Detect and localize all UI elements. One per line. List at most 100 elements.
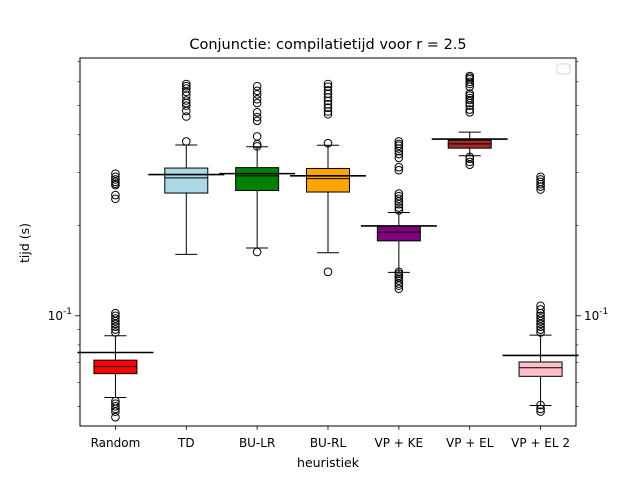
x-tick-label: VP + EL (446, 436, 494, 450)
outlier-point (323, 109, 333, 119)
outlier-point (111, 328, 120, 337)
outlier-point (252, 132, 262, 141)
x-axis-label: heuristiek (297, 455, 360, 470)
outlier-point (181, 91, 191, 100)
outlier-point (252, 116, 262, 126)
outlier-point (536, 400, 545, 410)
outlier-point (252, 86, 262, 96)
outlier-point (394, 149, 404, 159)
outlier-point (465, 105, 475, 114)
x-tick-label: VP + EL 2 (511, 436, 570, 450)
iqr-box (376, 225, 421, 242)
outlier-point (394, 137, 404, 146)
outlier-point (181, 79, 191, 89)
outlier-point (394, 197, 404, 206)
outlier-point (465, 71, 475, 81)
outlier-point (252, 142, 262, 151)
outlier-point (394, 144, 404, 153)
legend-box (556, 63, 571, 75)
box-group-bu-lr (219, 81, 296, 257)
outlier-point (536, 182, 545, 191)
outlier-point (252, 112, 262, 122)
box-group-random (77, 169, 154, 422)
outlier-point (323, 138, 333, 148)
outlier-point (111, 194, 120, 204)
outlier-point (252, 98, 262, 108)
outlier-point (181, 81, 191, 91)
outlier-point (536, 175, 545, 184)
x-tick-label: TD (177, 436, 195, 450)
iqr-box (306, 167, 350, 193)
outlier-point (536, 407, 545, 416)
outlier-point (394, 165, 404, 175)
iqr-box (164, 167, 209, 194)
outlier-point (394, 279, 404, 288)
outlier-point (323, 82, 333, 91)
outlier-point (394, 162, 404, 172)
box-group-bu-rl (290, 79, 366, 277)
outlier-point (536, 325, 545, 334)
outlier-point (536, 185, 545, 194)
outlier-point (111, 172, 120, 182)
x-tick-label: VP + KE (375, 436, 424, 450)
outlier-point (323, 79, 333, 89)
outlier-point (111, 169, 120, 178)
outlier-point (394, 276, 404, 285)
outlier-point (394, 199, 404, 209)
outlier-point (465, 160, 475, 170)
outlier-point (394, 281, 404, 290)
box-group-vp-ke (360, 137, 437, 294)
outlier-point (536, 316, 545, 326)
box-group-vp-el (431, 71, 508, 170)
outlier-point (111, 404, 120, 414)
outlier-point (111, 319, 120, 329)
outlier-point (252, 81, 262, 91)
outlier-point (465, 108, 475, 117)
outlier-point (536, 314, 545, 323)
outlier-point (465, 77, 475, 87)
outlier-point (394, 194, 404, 204)
outlier-point (323, 100, 333, 109)
outlier-point (181, 101, 191, 110)
outlier-point (181, 96, 191, 105)
outlier-point (465, 154, 475, 163)
outlier-point (465, 157, 475, 167)
outlier-point (465, 93, 475, 103)
outlier-point (111, 402, 120, 411)
outlier-point (394, 139, 404, 149)
outlier-point (111, 316, 120, 326)
box-group-vp-el-2 (502, 172, 579, 416)
outlier-point (323, 267, 333, 277)
outlier-point (111, 407, 120, 416)
outlier-point (252, 108, 262, 117)
outlier-point (323, 86, 333, 95)
y-axis-label: tijd (s) (17, 223, 32, 263)
outlier-point (111, 325, 120, 334)
outlier-point (252, 94, 262, 104)
outlier-point (111, 177, 120, 187)
outlier-point (323, 89, 333, 98)
x-tick-label: Random (91, 436, 141, 450)
outlier-point (111, 190, 120, 200)
outlier-point (394, 203, 404, 212)
outlier-point (536, 179, 545, 189)
x-tick-label: BU-LR (239, 436, 275, 450)
outlier-point (252, 90, 262, 99)
outlier-point (536, 305, 545, 314)
outlier-point (323, 103, 333, 113)
outlier-point (536, 404, 545, 414)
iqr-box (235, 167, 280, 192)
outlier-point (394, 153, 404, 163)
outlier-point (181, 137, 191, 146)
outlier-point (394, 206, 404, 215)
outlier-point (252, 247, 262, 257)
box-group-td (148, 79, 225, 255)
outlier-point (181, 112, 191, 121)
x-tick-label: BU-RL (310, 436, 347, 450)
outlier-point (465, 89, 475, 98)
outlier-point (111, 314, 120, 323)
outlier-point (181, 84, 191, 93)
outlier-point (536, 319, 545, 329)
